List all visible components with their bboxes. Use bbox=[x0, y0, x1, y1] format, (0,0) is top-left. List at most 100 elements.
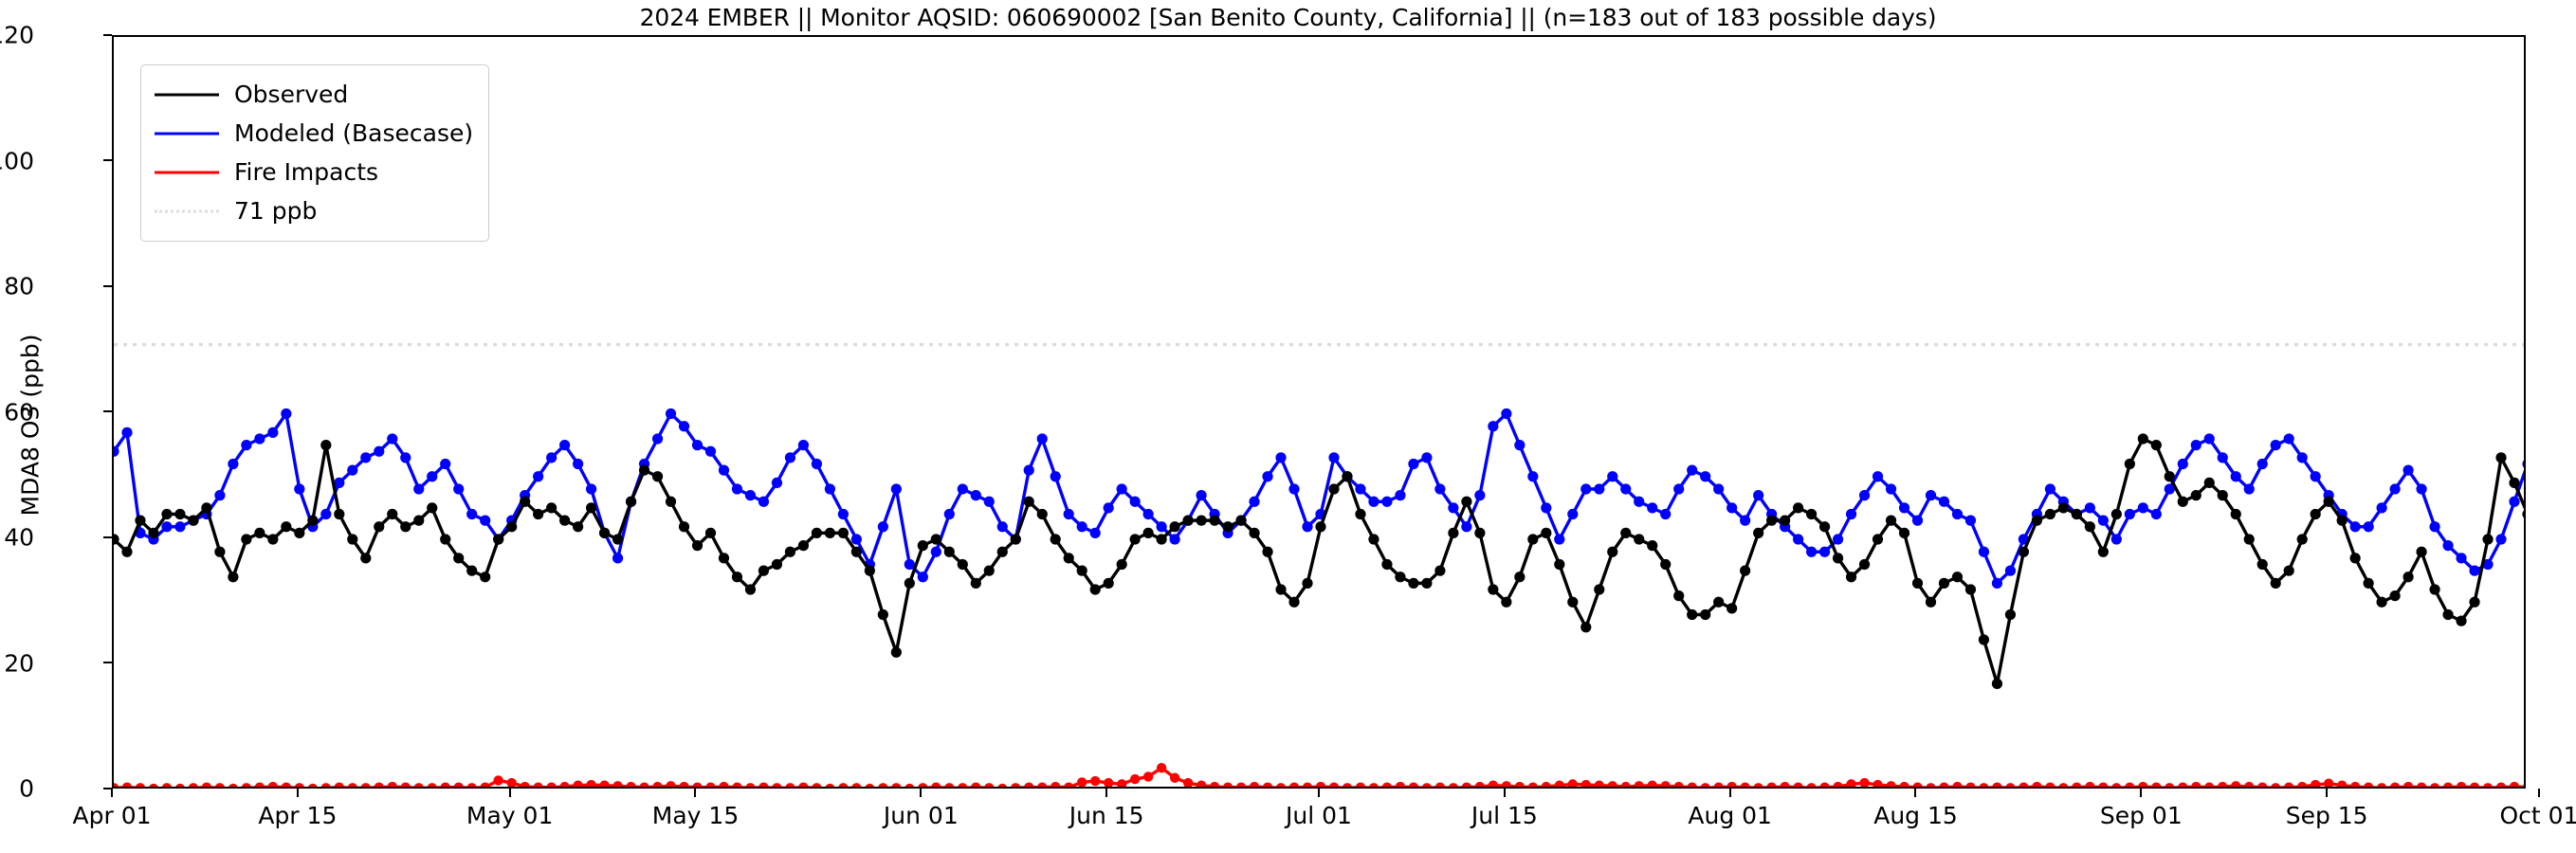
series-marker bbox=[1594, 584, 1605, 595]
series-marker bbox=[1249, 496, 1260, 507]
series-marker bbox=[1328, 782, 1340, 787]
series-marker bbox=[1249, 781, 1260, 787]
series-marker bbox=[917, 540, 928, 552]
series-marker bbox=[651, 433, 664, 445]
series-marker bbox=[2177, 496, 2188, 507]
series-marker bbox=[214, 490, 226, 501]
series-marker bbox=[1063, 508, 1074, 520]
series-marker bbox=[1089, 775, 1101, 787]
series-marker bbox=[2110, 508, 2122, 520]
series-marker bbox=[811, 527, 823, 538]
series-marker bbox=[1673, 483, 1685, 495]
series-marker bbox=[228, 572, 239, 583]
series-marker bbox=[347, 783, 357, 787]
series-marker bbox=[2256, 458, 2268, 470]
series-marker bbox=[466, 565, 478, 576]
series-marker bbox=[692, 782, 703, 787]
series-marker bbox=[1275, 452, 1287, 463]
x-axis-tick-label: Sep 15 bbox=[2285, 802, 2368, 829]
series-marker bbox=[254, 782, 265, 787]
series-marker bbox=[2483, 783, 2494, 787]
series-marker bbox=[931, 782, 941, 787]
series-marker bbox=[228, 458, 239, 470]
series-marker bbox=[533, 471, 544, 482]
series-marker bbox=[1461, 521, 1472, 533]
legend-item[interactable]: Observed bbox=[155, 75, 473, 114]
series-marker bbox=[2072, 782, 2082, 787]
series-marker bbox=[506, 521, 518, 533]
series-marker bbox=[850, 534, 862, 545]
series-marker bbox=[784, 452, 796, 463]
x-axis-tick-label: Oct 01 bbox=[2499, 802, 2576, 829]
series-marker bbox=[930, 534, 941, 545]
series-marker bbox=[2296, 452, 2308, 463]
series-marker bbox=[374, 782, 384, 787]
series-marker bbox=[1156, 762, 1167, 773]
series-marker bbox=[1421, 452, 1433, 463]
series-marker bbox=[1368, 534, 1379, 545]
series-marker bbox=[984, 783, 995, 787]
series-marker bbox=[2363, 782, 2374, 787]
series-marker bbox=[772, 783, 782, 787]
series-marker bbox=[2376, 596, 2387, 608]
series-marker bbox=[1832, 553, 1844, 564]
series-marker bbox=[1514, 440, 1526, 451]
series-marker bbox=[1011, 783, 1021, 787]
series-marker bbox=[1873, 779, 1883, 787]
series-marker bbox=[943, 546, 955, 557]
series-marker bbox=[1925, 596, 1937, 608]
series-marker bbox=[2323, 496, 2334, 507]
series-marker bbox=[1169, 772, 1180, 783]
series-marker bbox=[1898, 502, 1910, 514]
series-marker bbox=[1527, 782, 1538, 787]
x-axis-tick-label: Jul 01 bbox=[1286, 802, 1352, 829]
series-marker bbox=[651, 471, 664, 482]
series-marker bbox=[1951, 572, 1964, 583]
series-marker bbox=[2402, 781, 2414, 787]
series-marker bbox=[2495, 782, 2507, 787]
legend-item[interactable]: Fire Impacts bbox=[155, 153, 473, 191]
series-marker bbox=[612, 534, 624, 545]
series-marker bbox=[466, 508, 478, 520]
series-marker bbox=[1859, 777, 1870, 787]
series-marker bbox=[1580, 779, 1591, 787]
legend-item[interactable]: Modeled (Basecase) bbox=[155, 114, 473, 153]
series-marker bbox=[2190, 440, 2201, 451]
series-marker bbox=[267, 426, 279, 438]
series-marker bbox=[1805, 546, 1818, 557]
series-marker bbox=[1434, 565, 1446, 576]
series-marker bbox=[400, 782, 411, 787]
series-marker bbox=[1024, 782, 1034, 787]
series-marker bbox=[2310, 779, 2321, 787]
series-marker bbox=[2270, 440, 2281, 451]
series-marker bbox=[1620, 781, 1631, 787]
series-marker bbox=[1753, 490, 1764, 501]
series-marker bbox=[2124, 508, 2135, 520]
series-marker bbox=[1660, 558, 1672, 571]
series-marker bbox=[2057, 502, 2069, 514]
legend-item[interactable]: 71 ppb bbox=[155, 191, 473, 230]
series-marker bbox=[1434, 782, 1446, 787]
series-marker bbox=[1169, 534, 1180, 545]
series-marker bbox=[1580, 622, 1592, 633]
x-axis-tick-label: Apr 01 bbox=[72, 802, 152, 829]
x-axis-tick-label: Aug 15 bbox=[1873, 802, 1958, 829]
series-marker bbox=[798, 782, 809, 787]
series-marker bbox=[1925, 490, 1937, 501]
series-marker bbox=[1660, 508, 1672, 520]
series-marker bbox=[573, 521, 584, 533]
series-marker bbox=[400, 452, 411, 463]
series-marker bbox=[1050, 471, 1061, 482]
series-marker bbox=[666, 781, 676, 787]
series-marker bbox=[2296, 534, 2308, 545]
series-marker bbox=[174, 521, 186, 533]
series-marker bbox=[1833, 781, 1843, 787]
series-marker bbox=[188, 515, 199, 526]
series-marker bbox=[480, 572, 491, 583]
y-axis-tick-label: 100 bbox=[0, 147, 34, 174]
series-marker bbox=[731, 483, 743, 495]
series-marker bbox=[1951, 508, 1964, 520]
series-marker bbox=[1142, 508, 1154, 520]
series-marker bbox=[1806, 783, 1817, 787]
y-axis-tick-mark bbox=[103, 33, 112, 36]
